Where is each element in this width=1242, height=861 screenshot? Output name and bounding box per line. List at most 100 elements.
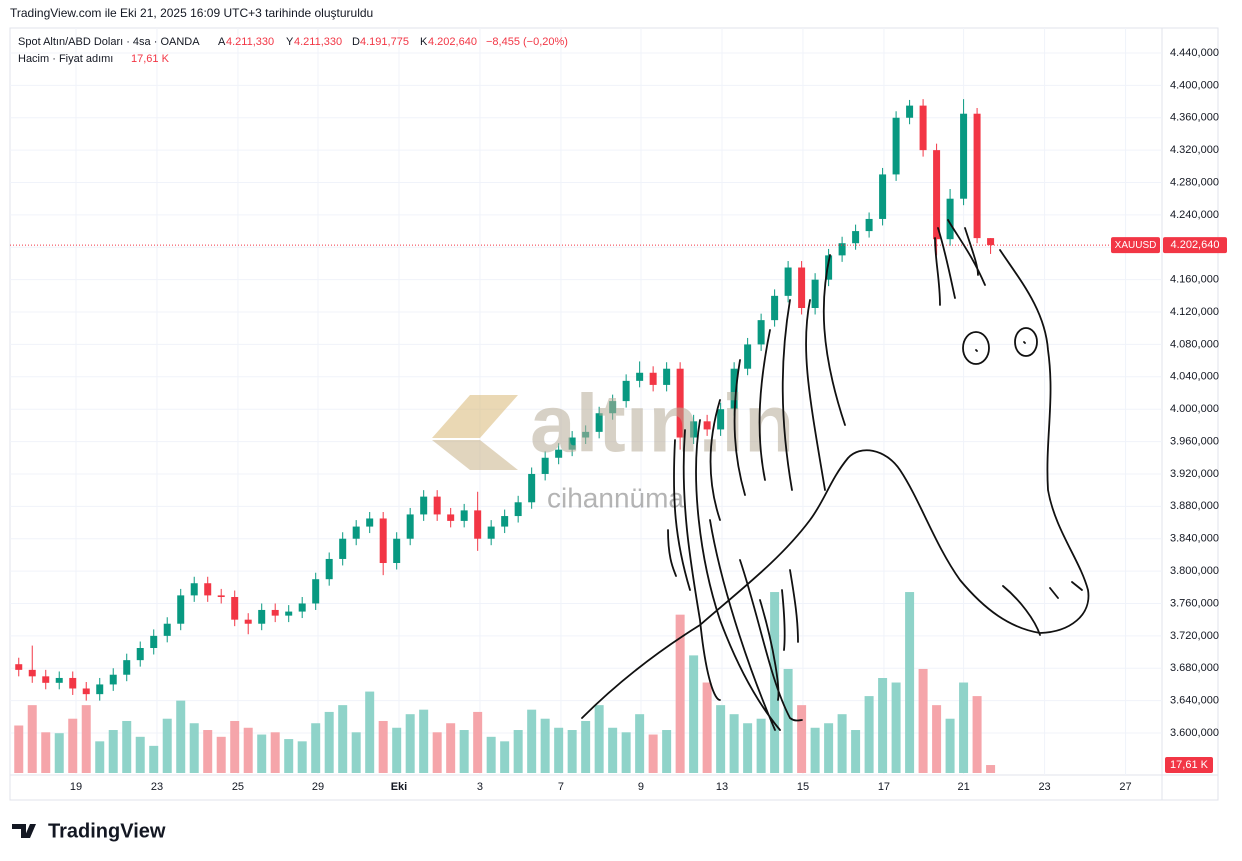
volume-bar [932, 705, 942, 773]
candle-body [852, 231, 860, 244]
x-tick-label: Eki [391, 781, 408, 793]
volume-bar [324, 711, 334, 773]
candle-body [352, 526, 360, 539]
volume-bar [783, 668, 793, 773]
volume-bar [581, 720, 591, 773]
x-tick-label: 19 [70, 781, 82, 793]
x-tick-label: 23 [1038, 781, 1050, 793]
candle-body [649, 372, 657, 385]
watermark: altın.in cihannüma [432, 379, 794, 513]
volume-bar [756, 718, 766, 773]
candle-body [798, 267, 806, 308]
candle-body [555, 449, 563, 458]
volume-bar [864, 696, 874, 773]
candle-body [460, 510, 468, 521]
candle-body [730, 368, 738, 410]
volume-bar [162, 718, 172, 773]
volume-bar [297, 741, 307, 773]
candle-body [190, 583, 198, 596]
volume-bar [513, 730, 523, 773]
volume-bar [419, 709, 429, 773]
candle-body [285, 611, 293, 616]
horse-drawing [581, 219, 1090, 731]
volume-bar [540, 718, 550, 773]
x-tick-label: 23 [151, 781, 163, 793]
candle-body [784, 267, 792, 296]
volume-bar [338, 705, 348, 773]
volume-bar [635, 714, 645, 773]
horse-outline [581, 249, 1090, 719]
volume-bar [149, 745, 159, 773]
y-tick-label: 4.040,000 [1170, 371, 1219, 383]
candle-body [55, 677, 63, 683]
candle-body [96, 684, 104, 695]
volume-bar [527, 709, 537, 773]
candle-body [622, 380, 630, 402]
symbol-label: XAUUSD [1115, 240, 1157, 251]
volume-bar [351, 732, 361, 773]
volume-bar [230, 720, 240, 773]
volume-bar [729, 714, 739, 773]
y-tick-label: 3.800,000 [1170, 565, 1219, 577]
x-tick-label: 7 [558, 781, 564, 793]
volume-bar [621, 732, 631, 773]
volume-bar [68, 718, 78, 773]
volume-bar [716, 705, 726, 773]
volume-bar [216, 736, 226, 773]
candle-body [690, 421, 698, 438]
candle-body [82, 688, 90, 695]
candle-body [204, 583, 212, 596]
candle-body [433, 496, 441, 515]
y-tick-label: 4.160,000 [1170, 274, 1219, 286]
volume-bar [500, 741, 510, 773]
volume-bar [14, 725, 24, 773]
volume-bar [959, 682, 969, 773]
volume-bar [851, 730, 861, 773]
y-tick-label: 3.880,000 [1170, 500, 1219, 512]
logo-mark [12, 824, 36, 838]
legend-title: Spot Altın/ABD Doları · 4sa · OANDA [18, 36, 200, 48]
candle-body [393, 538, 401, 564]
candle-body [744, 344, 752, 369]
legend-key: A [218, 36, 226, 48]
candle-body [150, 635, 158, 649]
volume-badge [1165, 757, 1213, 773]
y-tick-label: 4.280,000 [1170, 176, 1219, 188]
watermark-logo [432, 395, 518, 438]
candle-body [69, 677, 77, 689]
y-tick-label: 3.840,000 [1170, 533, 1219, 545]
volume-bar [405, 714, 415, 773]
volume-bar [176, 700, 186, 773]
candle-body [757, 320, 765, 345]
candle-body [136, 648, 144, 661]
volume-bar [567, 730, 577, 773]
candle-body [487, 526, 495, 539]
volume-bar [824, 723, 834, 773]
candle-body [919, 105, 927, 151]
volume-bar [689, 655, 699, 773]
candle-body [420, 496, 428, 515]
candle-body [325, 558, 333, 580]
horse-mane [667, 219, 986, 731]
y-tick-label: 3.640,000 [1170, 695, 1219, 707]
legend-key: D [352, 36, 360, 48]
legend-change: −8,455 (−0,20%) [486, 36, 568, 48]
legend-value: 4.191,775 [360, 36, 409, 48]
legend-key: Y [286, 36, 294, 48]
volume-bar [837, 714, 847, 773]
volume-bar [108, 730, 118, 773]
candle-body [811, 279, 819, 308]
candle-body [406, 514, 414, 539]
candle-body [541, 457, 549, 474]
candle-body [717, 409, 725, 430]
price-label: 4.202,640 [1171, 239, 1220, 251]
horse-nose [1002, 581, 1083, 636]
horse-pupil [975, 341, 1026, 352]
y-tick-label: 3.680,000 [1170, 662, 1219, 674]
volume-bar [459, 730, 469, 773]
watermark-logo [432, 440, 518, 470]
candle-body [109, 674, 117, 685]
x-tick-label: 13 [716, 781, 728, 793]
legend-key: K [420, 36, 428, 48]
watermark-brand: altın.in [530, 379, 794, 470]
